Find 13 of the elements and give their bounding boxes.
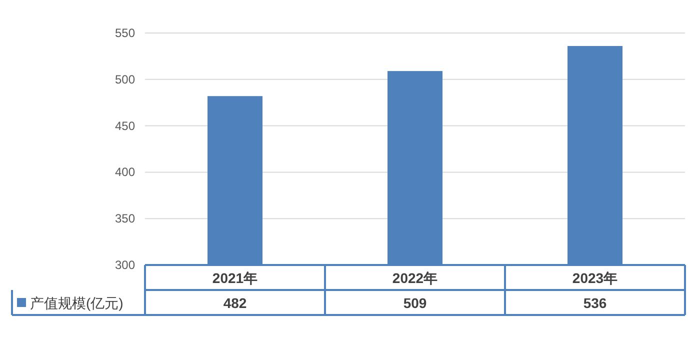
y-tick-label: 500 (114, 72, 136, 86)
y-tick-label: 550 (114, 26, 136, 40)
y-tick-label: 300 (114, 258, 136, 272)
y-tick-label: 350 (114, 212, 136, 226)
data-label: 536 (583, 295, 607, 311)
data-label: 482 (223, 295, 247, 311)
legend-label: 产值规模(亿元) (30, 295, 124, 311)
x-tick-label: 2023年 (572, 270, 618, 286)
y-tick-label: 400 (114, 165, 136, 180)
y-tick-label: 450 (114, 118, 136, 133)
x-tick-label: 2022年 (392, 270, 438, 286)
data-label: 509 (403, 295, 427, 311)
x-tick-label: 2021年 (212, 270, 258, 286)
